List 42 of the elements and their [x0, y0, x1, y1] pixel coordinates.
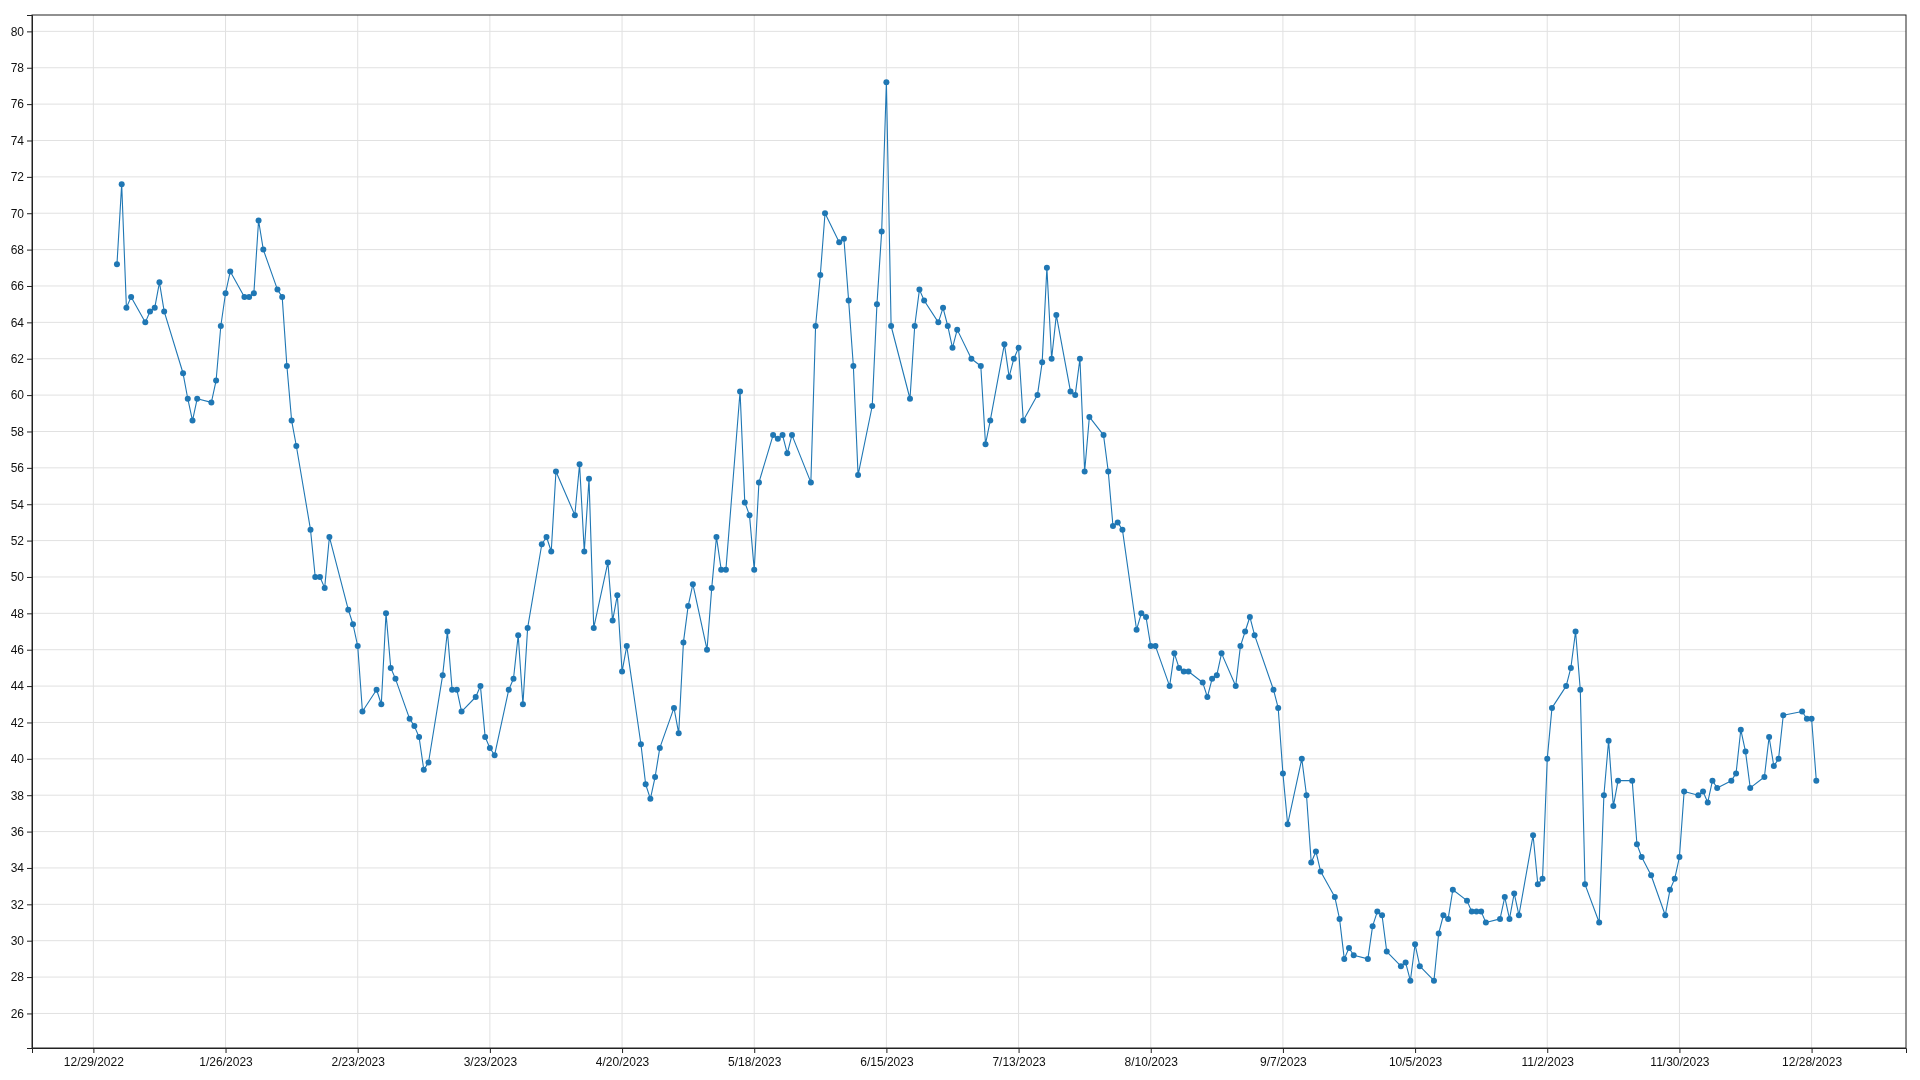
- x-tick-label: 9/7/2023: [1260, 1054, 1308, 1069]
- x-tick-label: 12/29/2022: [63, 1054, 125, 1069]
- y-tick-label: 46: [10, 643, 25, 658]
- y-tick-label: 58: [10, 424, 25, 439]
- y-tick-label: 62: [10, 352, 25, 367]
- y-tick-label: 44: [10, 679, 25, 694]
- x-tick-label: 2/23/2023: [331, 1054, 386, 1069]
- y-tick-label: 66: [10, 279, 25, 294]
- y-tick-label: 50: [10, 570, 25, 585]
- y-tick-label: 80: [10, 24, 25, 39]
- y-tick-label: 64: [10, 315, 25, 330]
- x-tick-label: 11/2/2023: [1521, 1054, 1575, 1069]
- y-tick-label: 78: [10, 61, 25, 76]
- y-tick-label: 42: [10, 715, 25, 730]
- y-tick-label: 68: [10, 242, 25, 257]
- x-tick-label: 10/5/2023: [1388, 1054, 1443, 1069]
- y-tick-label: 38: [10, 788, 25, 803]
- x-tick-label: 8/10/2023: [1124, 1054, 1179, 1069]
- y-tick-label: 32: [10, 897, 25, 912]
- y-tick-label: 28: [10, 970, 25, 985]
- y-tick-label: 60: [10, 388, 25, 403]
- x-tick-label: 12/28/2023: [1782, 1054, 1843, 1069]
- y-tick-label: 74: [10, 133, 25, 148]
- x-tick-label: 6/15/2023: [860, 1054, 914, 1069]
- y-tick-label: 34: [10, 861, 25, 876]
- y-tick-label: 70: [10, 206, 25, 221]
- x-tick-label: 1/26/2023: [199, 1054, 254, 1069]
- x-tick-label: 5/18/2023: [728, 1054, 782, 1069]
- x-tick-label: 3/23/2023: [463, 1054, 518, 1069]
- y-tick-label: 48: [10, 606, 25, 621]
- y-tick-label: 52: [10, 533, 25, 548]
- y-tick-label: 56: [10, 461, 25, 476]
- y-tick-label: 72: [10, 170, 25, 185]
- y-tick-label: 36: [10, 824, 25, 839]
- y-tick-label: 26: [10, 1006, 25, 1021]
- x-tick-label: 4/20/2023: [595, 1054, 650, 1069]
- y-tick-label: 30: [10, 934, 25, 949]
- x-tick-label: 7/13/2023: [992, 1054, 1047, 1069]
- y-tick-label: 54: [10, 497, 25, 512]
- y-tick-label: 76: [10, 97, 25, 112]
- y-tick-label: 40: [10, 752, 25, 767]
- x-tick-label: 11/30/2023: [1650, 1054, 1710, 1069]
